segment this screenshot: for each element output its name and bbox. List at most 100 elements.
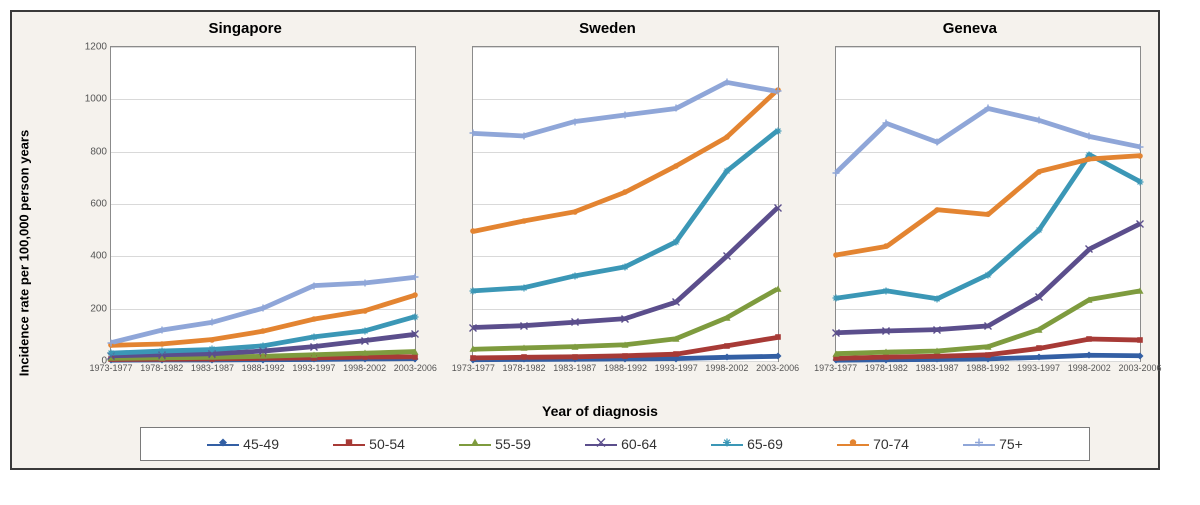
marker-75+	[518, 130, 530, 142]
marker-60-64	[931, 324, 943, 336]
marker-65-69	[569, 270, 581, 282]
marker-75+	[467, 127, 479, 139]
marker-70-74	[409, 289, 421, 301]
marker-75+	[257, 302, 269, 314]
marker-75+	[308, 280, 320, 292]
legend-label: 75+	[999, 436, 1023, 452]
x-tick-label: 2003-2006	[756, 361, 799, 373]
marker-70-74	[308, 313, 320, 325]
marker-55-59	[467, 343, 479, 355]
legend-marker	[342, 436, 356, 453]
marker-65-69	[409, 311, 421, 323]
marker-60-64	[982, 320, 994, 332]
x-tick-label: 1998-2002	[1068, 361, 1111, 373]
marker-55-59	[982, 341, 994, 353]
marker-65-69	[670, 236, 682, 248]
marker-75+	[830, 167, 842, 179]
legend-item-70-74: 70-74	[837, 436, 909, 452]
legend-label: 65-69	[747, 436, 783, 452]
marker-55-59	[880, 346, 892, 358]
plot-area: 1973-19771978-19821983-19871988-19921993…	[472, 46, 778, 362]
marker-60-64	[1083, 243, 1095, 255]
legend-item-50-54: 50-54	[333, 436, 405, 452]
marker-75+	[359, 277, 371, 289]
y-tick-label: 800	[90, 146, 111, 157]
marker-65-69	[830, 292, 842, 304]
marker-55-59	[359, 347, 371, 359]
x-tick-label: 2003-2006	[1118, 361, 1161, 373]
marker-65-69	[1134, 176, 1146, 188]
marker-50-54	[772, 331, 784, 343]
plot-wrap: 0200400600800100012001973-19771978-19821…	[70, 42, 420, 380]
marker-60-64	[880, 325, 892, 337]
legend-item-60-64: 60-64	[585, 436, 657, 452]
y-tick-label: 1000	[85, 94, 111, 105]
chart-frame: Incidence rate per 100,000 person years …	[0, 0, 1200, 505]
marker-70-74	[931, 204, 943, 216]
legend-swatch	[711, 437, 743, 451]
marker-50-54	[1083, 333, 1095, 345]
legend-label: 70-74	[873, 436, 909, 452]
marker-50-54	[1033, 342, 1045, 354]
marker-60-64	[409, 328, 421, 340]
marker-50-54	[721, 340, 733, 352]
marker-55-59	[931, 345, 943, 357]
legend: 45-4950-5455-5960-6465-6970-7475+	[140, 427, 1090, 461]
legend-swatch	[333, 437, 365, 451]
marker-65-69	[982, 269, 994, 281]
marker-75+	[569, 116, 581, 128]
marker-55-59	[670, 333, 682, 345]
marker-60-64	[467, 322, 479, 334]
legend-marker	[468, 436, 482, 453]
marker-70-74	[569, 206, 581, 218]
panel-singapore: Singapore0200400600800100012001973-19771…	[70, 20, 420, 380]
legend-marker	[720, 436, 734, 453]
marker-75+	[721, 76, 733, 88]
marker-65-69	[359, 325, 371, 337]
marker-55-59	[830, 348, 842, 360]
y-tick-label: 600	[90, 199, 111, 210]
legend-label: 50-54	[369, 436, 405, 452]
marker-55-59	[721, 312, 733, 324]
marker-70-74	[982, 208, 994, 220]
legend-swatch	[459, 437, 491, 451]
plot-wrap: 1973-19771978-19821983-19871988-19921993…	[795, 42, 1145, 380]
plot-area: 0200400600800100012001973-19771978-19821…	[110, 46, 416, 362]
marker-70-74	[619, 186, 631, 198]
legend-item-75+: 75+	[963, 436, 1023, 452]
marker-60-64	[619, 313, 631, 325]
y-tick-label: 400	[90, 251, 111, 262]
legend-item-55-59: 55-59	[459, 436, 531, 452]
legend-item-65-69: 65-69	[711, 436, 783, 452]
marker-70-74	[257, 325, 269, 337]
marker-55-59	[409, 346, 421, 358]
marker-75+	[772, 85, 784, 97]
x-axis-title: Year of diagnosis	[0, 403, 1200, 419]
marker-65-69	[308, 331, 320, 343]
marker-60-64	[721, 250, 733, 262]
panel-geneva: Geneva1973-19771978-19821983-19871988-19…	[795, 20, 1145, 380]
marker-50-54	[569, 351, 581, 363]
marker-50-54	[670, 348, 682, 360]
charts-row: Singapore0200400600800100012001973-19771…	[70, 20, 1145, 380]
marker-75+	[156, 324, 168, 336]
marker-65-69	[772, 125, 784, 137]
marker-65-69	[1033, 224, 1045, 236]
y-axis-title: Incidence rate per 100,000 person years	[17, 103, 32, 403]
marker-45-49	[1134, 350, 1146, 362]
plot-wrap: 1973-19771978-19821983-19871988-19921993…	[432, 42, 782, 380]
marker-70-74	[830, 249, 842, 261]
marker-45-49	[721, 351, 733, 363]
y-tick-label: 200	[90, 303, 111, 314]
panel-title: Sweden	[432, 20, 782, 42]
marker-70-74	[156, 338, 168, 350]
marker-60-64	[670, 296, 682, 308]
marker-70-74	[206, 334, 218, 346]
y-tick-label: 1200	[85, 42, 111, 53]
legend-swatch	[837, 437, 869, 451]
marker-65-69	[467, 285, 479, 297]
legend-swatch	[585, 437, 617, 451]
marker-55-59	[1083, 294, 1095, 306]
marker-55-59	[518, 342, 530, 354]
marker-70-74	[359, 305, 371, 317]
